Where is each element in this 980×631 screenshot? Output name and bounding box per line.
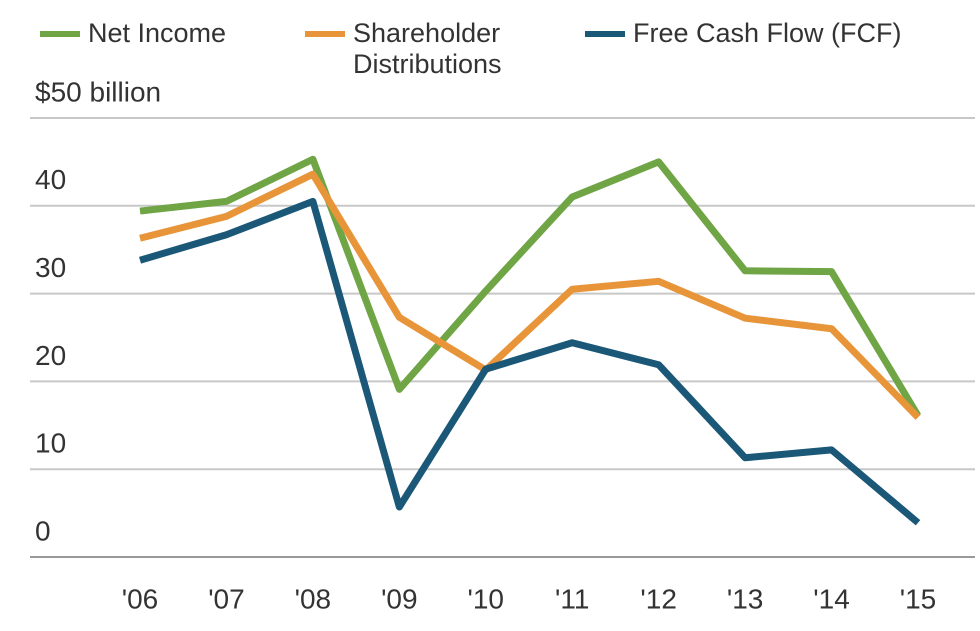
legend-label: Net Income: [88, 18, 227, 48]
data-line: [139, 155, 922, 418]
y-tick-label: $50 billion: [35, 76, 161, 107]
y-tick-label: 30: [35, 252, 66, 283]
legend-label: Shareholder Distributions: [353, 18, 502, 79]
data-line: [139, 197, 921, 526]
x-tick-label: '07: [208, 583, 245, 614]
data-line: [139, 170, 921, 420]
y-tick-label: 10: [35, 428, 66, 459]
x-tick-label: '14: [813, 583, 850, 614]
legend-label: Free Cash Flow (FCF): [633, 18, 902, 48]
x-tick-label: '11: [555, 583, 589, 614]
x-tick-label: '15: [900, 583, 937, 614]
x-tick-label: '09: [381, 583, 418, 614]
x-tick-label: '10: [468, 583, 505, 614]
x-tick-label: '08: [295, 583, 332, 614]
y-tick-label: 20: [35, 340, 66, 371]
legend-item: Free Cash Flow (FCF): [585, 18, 902, 49]
x-tick-label: '12: [640, 583, 677, 614]
legend-item: Shareholder Distributions: [305, 18, 543, 80]
legend-swatch: [585, 31, 625, 37]
x-tick-label: '06: [122, 583, 159, 614]
legend-item: Net Income: [40, 18, 226, 49]
legend-swatch: [305, 31, 345, 37]
y-tick-label: 40: [35, 164, 66, 195]
y-tick-label: 0: [35, 515, 51, 546]
legend-swatch: [40, 31, 80, 37]
x-tick-label: '13: [727, 583, 764, 614]
